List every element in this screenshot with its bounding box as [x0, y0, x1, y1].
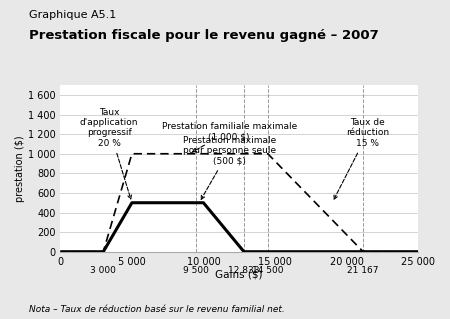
Text: Prestation fiscale pour le revenu gagné – 2007: Prestation fiscale pour le revenu gagné …: [29, 29, 379, 42]
Text: 14 500: 14 500: [252, 266, 284, 275]
Text: 9 500: 9 500: [183, 266, 209, 275]
Text: 12 833: 12 833: [228, 266, 260, 275]
Text: 21 167: 21 167: [347, 266, 379, 275]
Text: Taux de
réduction
15 %: Taux de réduction 15 %: [334, 118, 390, 199]
Text: Prestation maximale
pour personne seule
(500 $): Prestation maximale pour personne seule …: [183, 136, 276, 199]
Text: Nota – Taux de réduction basé sur le revenu familial net.: Nota – Taux de réduction basé sur le rev…: [29, 305, 285, 314]
X-axis label: Gains ($): Gains ($): [216, 269, 263, 279]
Text: Prestation familiale maximale
(1 000 $): Prestation familiale maximale (1 000 $): [162, 122, 297, 152]
Text: 3 000: 3 000: [90, 266, 116, 275]
Text: Graphique A5.1: Graphique A5.1: [29, 10, 117, 19]
Text: Taux
d'application
progressif
20 %: Taux d'application progressif 20 %: [80, 108, 138, 199]
Y-axis label: prestation ($): prestation ($): [15, 135, 25, 202]
